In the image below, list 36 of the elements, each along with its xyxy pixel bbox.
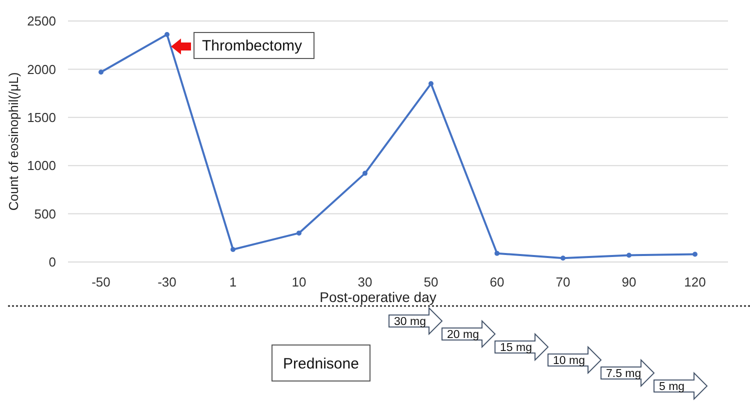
y-tick-label: 2500 <box>27 14 56 29</box>
point <box>230 246 236 252</box>
point <box>494 250 500 256</box>
text: 30 mg <box>394 316 426 328</box>
x-tick-label: 60 <box>490 274 504 290</box>
point <box>626 252 632 258</box>
x-axis-title: Post-operative day <box>320 289 436 305</box>
x-tick-label: 1 <box>229 274 237 290</box>
x-tick-label: 70 <box>556 274 570 290</box>
y-tick-label: 0 <box>48 254 56 270</box>
y-tick-label: 500 <box>34 206 56 222</box>
text: 15 mg <box>500 342 532 354</box>
x-tick-label: -50 <box>92 274 110 290</box>
x-tick-label: 50 <box>424 274 438 290</box>
y-tick-label: 1000 <box>27 158 56 174</box>
point <box>428 81 434 86</box>
annotation: Thrombectomy <box>202 38 303 55</box>
x-tick-label: 10 <box>292 274 306 290</box>
text: Prednisone <box>283 355 359 372</box>
text: 7.5 mg <box>606 368 642 380</box>
point <box>296 230 302 236</box>
x-tick-label: 90 <box>622 274 636 290</box>
y-tick-label: 2000 <box>27 62 56 77</box>
text: 20 mg <box>447 329 479 342</box>
y-tick-label: 1500 <box>27 110 56 125</box>
text: 10 mg <box>553 355 585 368</box>
point <box>560 256 566 261</box>
point <box>164 32 170 37</box>
x-tick-label: -30 <box>158 274 176 290</box>
text: 5 mg <box>659 381 685 394</box>
x-tick-label: 30 <box>358 274 372 290</box>
point <box>98 70 104 75</box>
y-axis-title: Count of eosinophil(/μL) <box>6 72 21 211</box>
x-tick-label: 120 <box>684 274 706 290</box>
point <box>362 170 368 176</box>
point <box>692 252 698 257</box>
